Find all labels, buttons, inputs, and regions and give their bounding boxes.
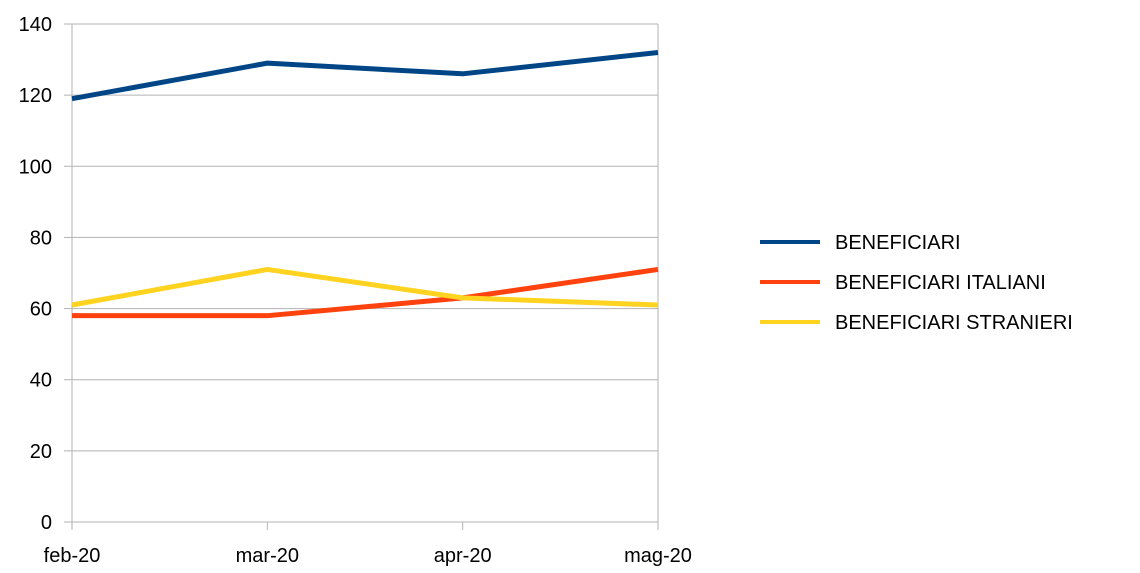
- x-tick-label: mar-20: [236, 545, 299, 567]
- y-tick-label: 100: [19, 156, 52, 178]
- series-lines: [71, 49, 659, 319]
- series-line-0: [71, 49, 659, 102]
- legend-label: BENEFICIARI STRANIERI: [835, 312, 1073, 334]
- legend-label: BENEFICIARI: [835, 232, 961, 254]
- series-line-2: [71, 266, 659, 308]
- series-line-1: [72, 266, 659, 319]
- legend-label: BENEFICIARI ITALIANI: [835, 272, 1046, 294]
- y-tick-label: 20: [30, 441, 52, 463]
- y-tick-label: 40: [30, 370, 52, 392]
- gridlines: [72, 23, 658, 452]
- y-tick-label: 140: [19, 14, 52, 36]
- x-tick-label: feb-20: [44, 545, 101, 567]
- y-tick-label: 0: [41, 512, 52, 534]
- y-tick-label: 120: [19, 85, 52, 107]
- y-tick-labels: 0 20 40 60 80 100 120 140: [19, 14, 72, 534]
- y-tick-label: 80: [30, 227, 52, 249]
- legend: BENEFICIARI BENEFICIARI ITALIANI BENEFICIA…: [760, 232, 1073, 334]
- axes: [64, 24, 659, 523]
- x-tick-labels: feb-20 mar-20 apr-20 mag-20: [44, 522, 692, 567]
- x-tick-label: apr-20: [434, 545, 492, 567]
- x-tick-label: mag-20: [624, 545, 692, 567]
- y-tick-label: 60: [30, 299, 52, 321]
